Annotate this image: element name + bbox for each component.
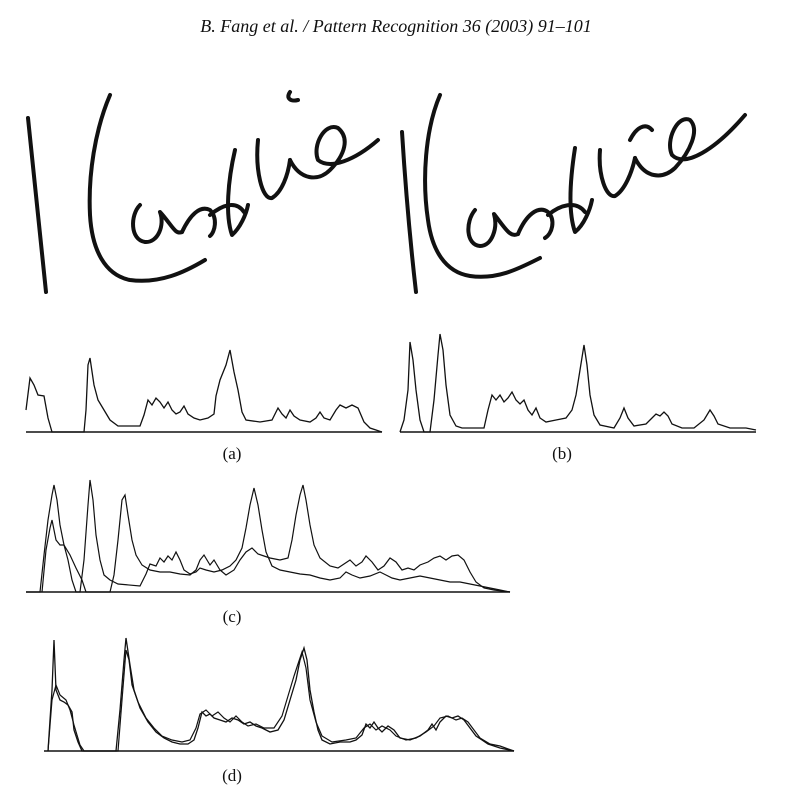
panel-c-label: (c): [223, 607, 242, 626]
panel-a: (a): [25, 349, 383, 463]
panel-d-label: (d): [222, 766, 242, 785]
running-head: B. Fang et al. / Pattern Recognition 36 …: [200, 16, 592, 36]
panel-c-profile-1: [41, 479, 511, 593]
panel-a-profile: [25, 349, 383, 433]
panel-c: (c): [26, 479, 511, 626]
panel-b: (b): [399, 333, 757, 463]
signature-left: [26, 90, 380, 294]
panel-a-label: (a): [223, 444, 242, 463]
panel-d-profile-1: [47, 637, 515, 752]
panel-d-profile-2: [47, 649, 515, 752]
panel-c-profile-2: [26, 484, 511, 593]
panel-b-label: (b): [552, 444, 572, 463]
signature-right: [400, 93, 747, 294]
panel-d: (d): [44, 637, 515, 785]
panel-b-profile: [399, 333, 757, 433]
